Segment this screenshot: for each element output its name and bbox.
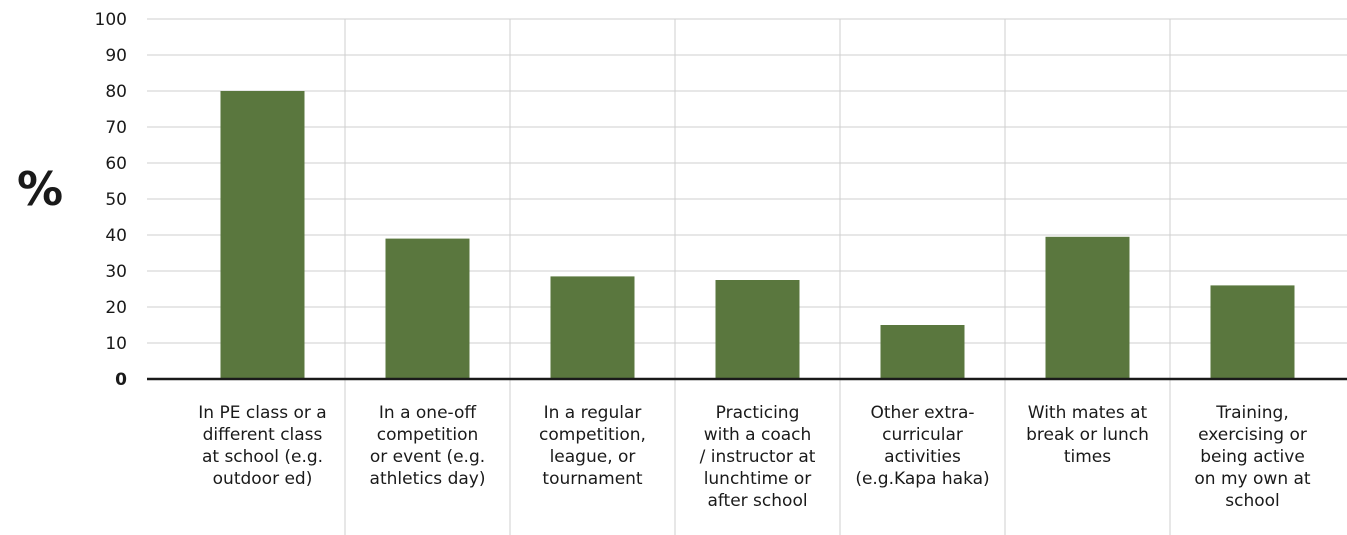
x-tick-label-line: after school [707,491,808,511]
y-tick-label: 20 [105,298,127,318]
bars [220,91,1295,379]
bar [550,276,635,379]
y-tick-label: 10 [105,334,127,354]
x-tick-label: Other extra-curricular activities (e.g.Kap… [848,402,998,490]
x-tick-label-line: school [1225,491,1280,511]
y-axis-label: % [17,162,63,216]
x-tick-label-line: (e.g.Kapa haka) [855,469,990,489]
y-tick-label: 70 [105,118,127,138]
x-tick-label-line: Training, [1216,403,1289,423]
bar [880,325,965,379]
x-tick-label-line: competition [376,425,479,445]
x-tick-label-line: In a regular [543,403,642,423]
x-tick-label-line: In a one-off [378,403,477,423]
x-tick-label: In a regular competition, league, or tourna… [518,402,668,490]
bar [1210,285,1295,379]
x-tick-label-line: being active [1200,447,1305,467]
y-axis-ticks: 0 10 20 30 40 50 60 70 80 90 100 [95,10,128,390]
x-tick-label-line: with a coach [703,425,812,445]
y-tick-label: 60 [105,154,127,174]
x-tick-label: Practicing with a coach / instructor at lun… [683,402,833,512]
x-tick-label-line: Other extra- [870,403,975,423]
x-tick-label-line: curricular [882,425,963,445]
y-tick-label: 100 [95,10,127,30]
x-tick-label-line: times [1063,447,1112,467]
x-tick-label-line: or event (e.g. [369,447,486,467]
gridlines [147,18,1347,535]
x-tick-label-line: league, or [549,447,636,467]
bar [715,280,800,379]
y-tick-label: 90 [105,46,127,66]
y-tick-label: 80 [105,82,127,102]
x-tick-label-line: lunchtime or [703,469,812,489]
x-tick-label-line: break or lunch [1026,425,1149,445]
x-tick-label: With mates at break or lunch times [1013,402,1163,468]
x-tick-label-line: different class [202,425,323,445]
x-tick-label-line: In PE class or a [198,403,327,423]
bar [220,91,305,379]
x-tick-label-line: Practicing [715,403,800,423]
x-tick-label-line: / instructor at [699,447,816,467]
x-tick-label: In PE class or a different class at school… [188,402,338,490]
x-tick-label-line: competition, [539,425,646,445]
x-tick-label-line: activities [884,447,961,467]
x-tick-label-line: tournament [542,469,643,489]
y-tick-label: 30 [105,262,127,282]
y-tick-label: 50 [105,190,127,210]
x-tick-label-line: exercising or [1198,425,1307,445]
bar [385,238,470,379]
x-tick-label-line: With mates at [1027,403,1148,423]
y-tick-label: 40 [105,226,127,246]
y-tick-label: 0 [115,370,127,390]
x-tick-label-line: outdoor ed) [212,469,313,489]
x-tick-label: Training, exercising or being active on my … [1178,402,1328,512]
x-tick-label-line: on my own at [1194,469,1311,489]
bar [1045,236,1130,379]
x-tick-label: In a one-off competition or event (e.g. ath… [353,402,503,490]
x-tick-label-line: at school (e.g. [201,447,324,467]
x-tick-label-line: athletics day) [369,469,486,489]
